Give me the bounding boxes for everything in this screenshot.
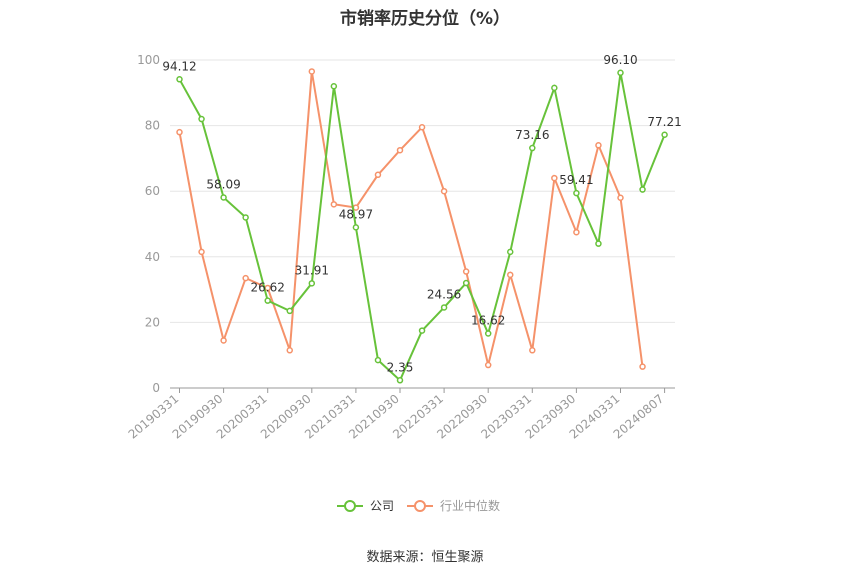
data-label: 16.62: [471, 313, 505, 327]
data-point: [551, 84, 558, 92]
data-point: [308, 280, 316, 287]
data-point: [551, 174, 558, 182]
legend-label: 公司: [370, 499, 394, 513]
data-point: [639, 186, 646, 193]
series-line-0: [178, 72, 666, 382]
data-point: [484, 361, 492, 369]
data-label: 59.41: [559, 173, 593, 187]
data-point: [242, 274, 249, 282]
data-label: 77.21: [647, 115, 681, 129]
data-label: 96.10: [603, 53, 637, 67]
data-point: [220, 337, 227, 344]
data-point: [286, 347, 293, 354]
data-point: [396, 146, 404, 154]
data-label: 31.91: [295, 263, 329, 277]
data-label: 2.35: [387, 360, 414, 374]
y-tick-label: 80: [145, 119, 160, 133]
data-point: [176, 128, 183, 136]
data-point: [418, 123, 426, 131]
data-point: [198, 248, 205, 256]
data-point: [639, 363, 646, 370]
y-tick-label: 60: [145, 184, 160, 198]
data-point: [176, 76, 183, 83]
data-point: [617, 69, 624, 77]
data-point: [617, 194, 624, 202]
y-tick-label: 20: [145, 315, 160, 329]
data-point: [396, 377, 404, 384]
legend-label: 行业中位数: [440, 498, 500, 513]
y-tick-label: 40: [145, 250, 160, 264]
series-line-1: [178, 71, 644, 367]
data-point: [573, 189, 580, 197]
data-point: [330, 201, 338, 208]
y-tick-label: 0: [152, 381, 160, 395]
data-point: [264, 297, 271, 304]
data-point: [242, 214, 249, 221]
y-tick-label: 100: [137, 53, 160, 67]
data-point: [595, 142, 602, 149]
data-label: 73.16: [515, 128, 549, 142]
data-point: [374, 171, 382, 179]
data-point: [573, 228, 580, 236]
legend-item-0: 公司: [337, 499, 394, 513]
data-point: [529, 144, 536, 152]
data-label: 94.12: [162, 59, 196, 73]
legend-marker: [414, 500, 426, 512]
data-label: 48.97: [339, 207, 373, 221]
data-point: [198, 115, 205, 123]
data-point: [286, 307, 293, 315]
data-point: [220, 194, 227, 201]
data-point: [352, 224, 360, 231]
data-point: [595, 240, 602, 247]
data-point: [308, 68, 316, 75]
data-label: 24.56: [427, 287, 461, 301]
chart-title: 市销率历史分位（%）: [339, 9, 511, 29]
legend-marker: [344, 500, 356, 512]
data-point: [484, 330, 492, 337]
source-note: 数据来源：恒生聚源: [366, 550, 484, 565]
data-label: 58.09: [206, 177, 240, 191]
data-label: 26.62: [251, 281, 285, 295]
data-point: [462, 279, 470, 287]
data-point: [440, 187, 448, 195]
data-point: [374, 356, 382, 364]
legend-item-1: 行业中位数: [407, 498, 500, 513]
data-point: [529, 347, 536, 354]
data-point: [418, 327, 426, 334]
data-point: [440, 304, 448, 311]
data-point: [507, 271, 514, 279]
data-point: [507, 248, 514, 256]
data-point: [330, 82, 338, 90]
data-point: [462, 268, 470, 275]
data-point: [661, 131, 668, 139]
